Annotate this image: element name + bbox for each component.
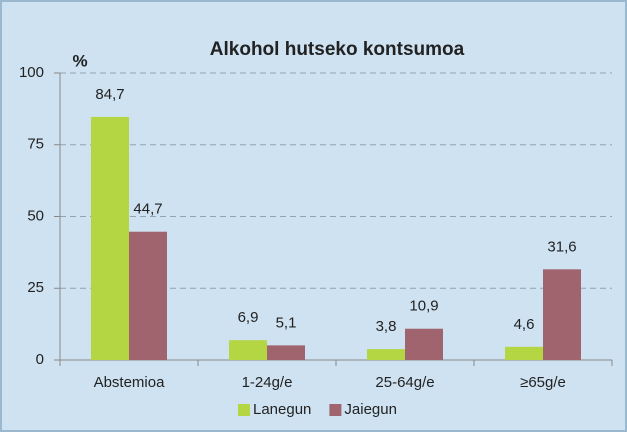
legend-label: Lanegun: [253, 401, 311, 418]
bar: [505, 346, 543, 360]
bar: [129, 231, 167, 360]
y-tick-label: 25: [27, 279, 44, 296]
x-tick-label: 1-24g/e: [242, 374, 293, 391]
y-tick-label: 0: [36, 351, 44, 368]
value-label: 5,1: [276, 314, 297, 331]
bar: [367, 349, 405, 360]
value-label: 44,7: [133, 201, 162, 218]
bar: [267, 345, 305, 360]
chart-title: Alkohol hutseko kontsumoa: [210, 39, 465, 60]
legend-swatch: [238, 404, 250, 416]
value-label: 31,6: [547, 238, 576, 255]
value-label: 10,9: [409, 298, 438, 315]
value-label: 6,9: [238, 309, 259, 326]
x-tick-label: ≥65g/e: [520, 374, 566, 391]
bar: [405, 328, 443, 360]
y-tick-label: 75: [27, 136, 44, 153]
legend-label: Jaiegun: [344, 401, 397, 418]
x-tick-label: 25-64g/e: [375, 374, 434, 391]
legend-swatch: [329, 404, 342, 416]
y-tick-label: 50: [27, 207, 44, 224]
x-tick-label: Abstemioa: [94, 374, 166, 391]
value-label: 84,7: [95, 86, 124, 103]
bar: [91, 116, 129, 360]
y-axis-label: %: [72, 51, 87, 70]
y-tick-label: 100: [19, 64, 44, 81]
bar: [229, 340, 267, 360]
value-label: 3,8: [376, 318, 397, 335]
bar: [543, 269, 581, 360]
value-label: 4,6: [514, 316, 535, 333]
